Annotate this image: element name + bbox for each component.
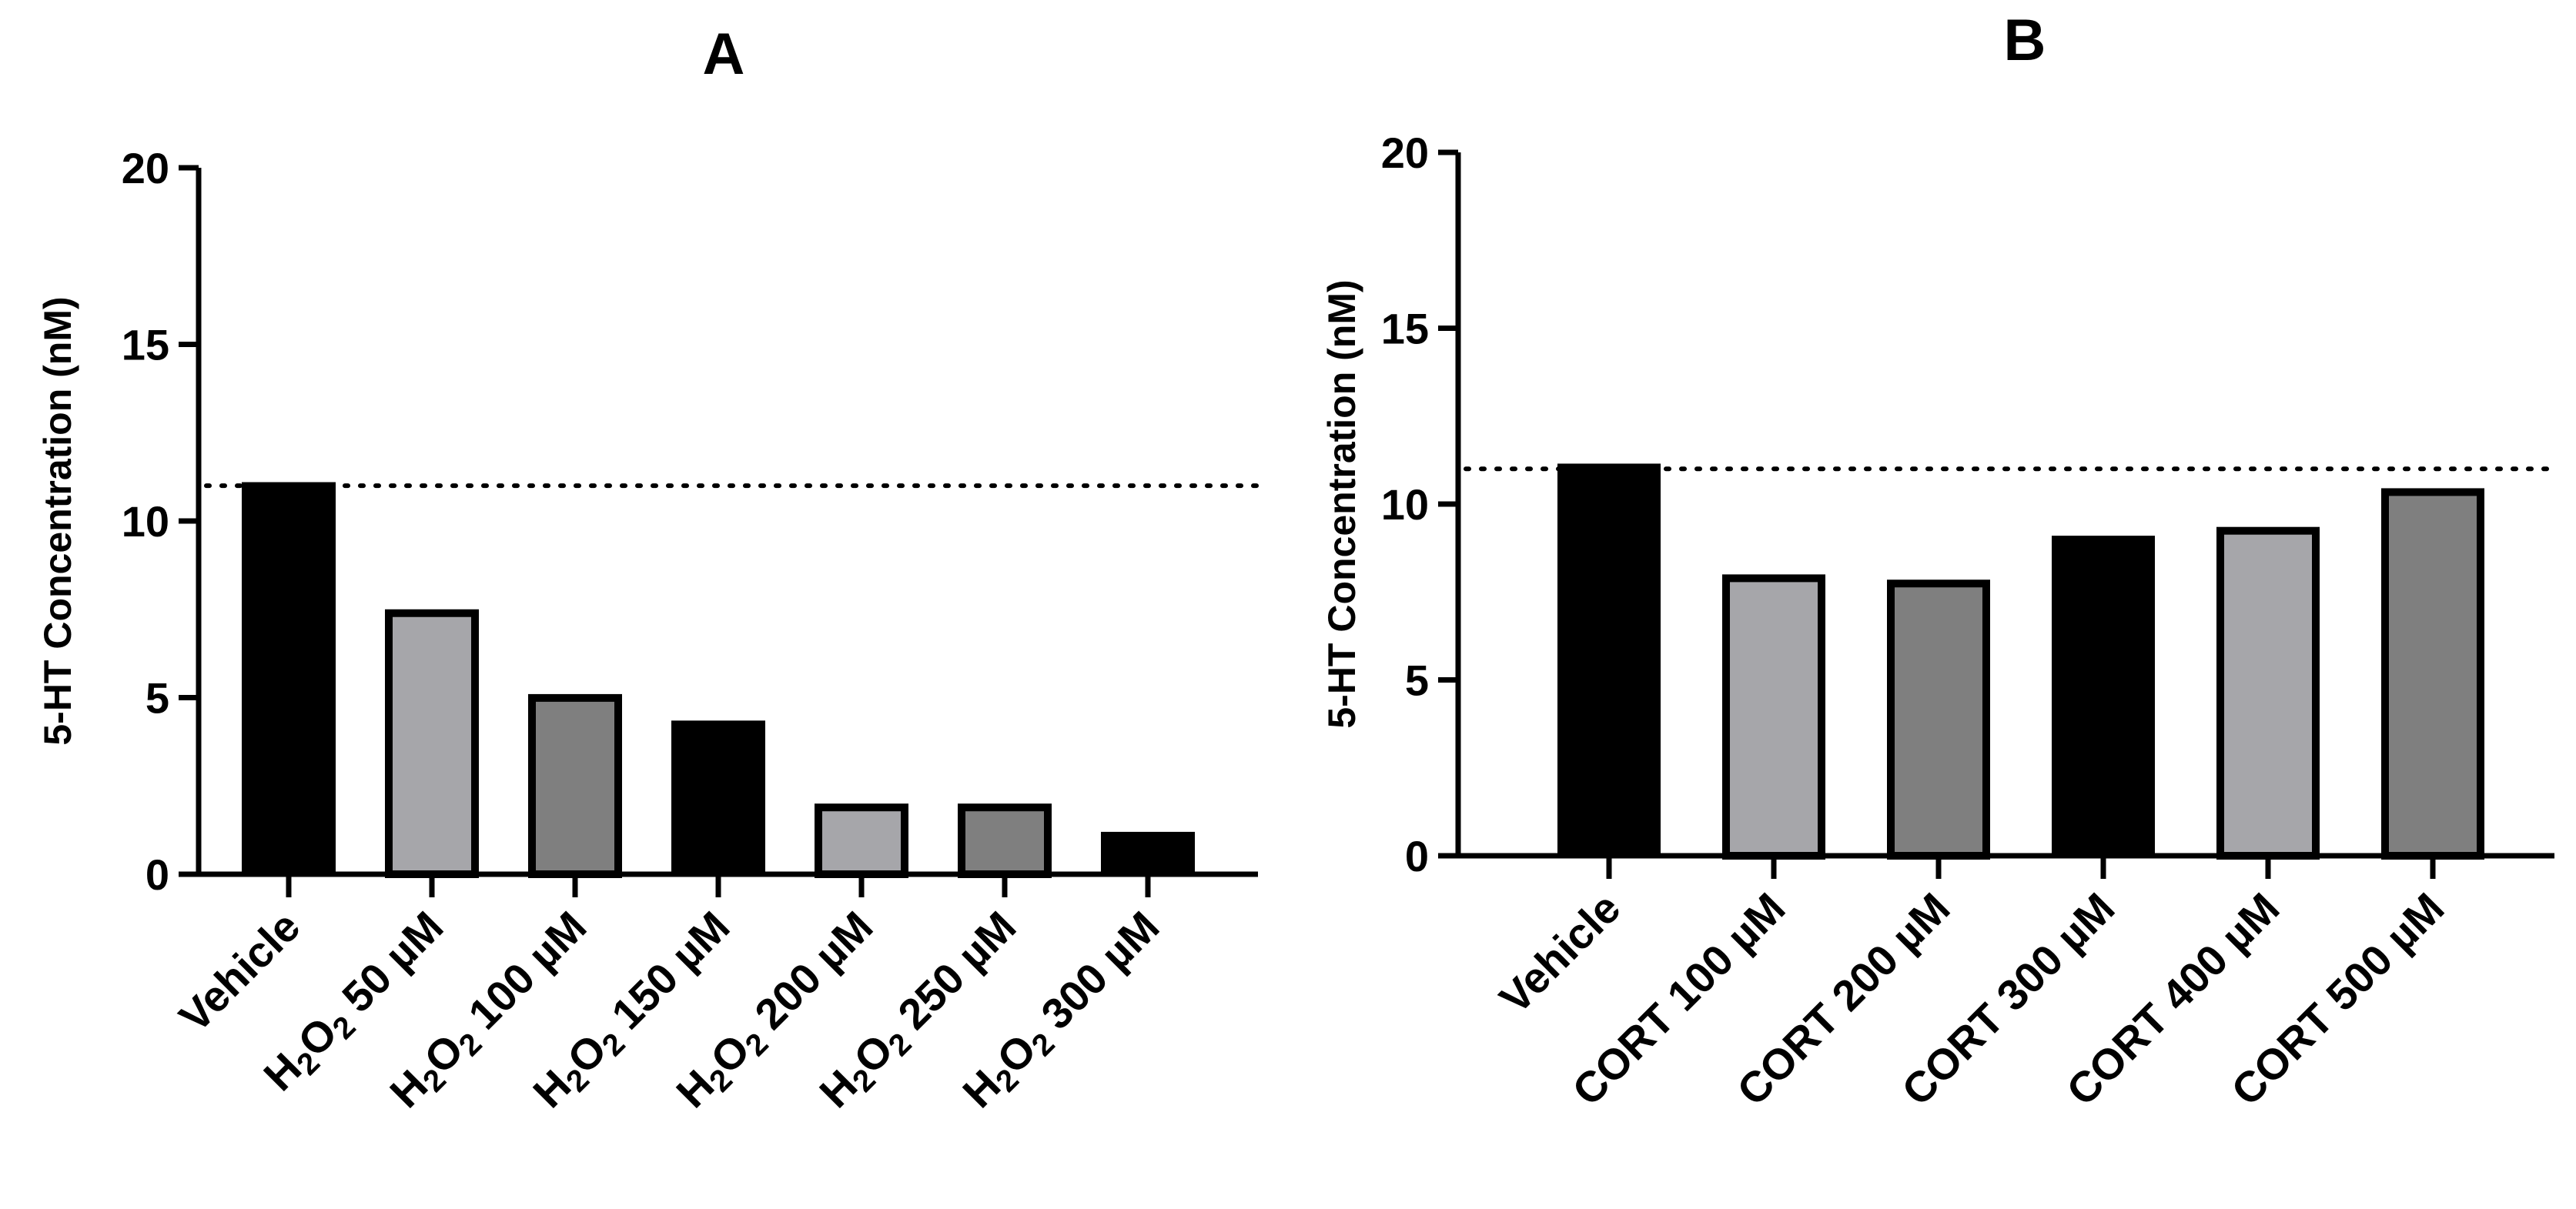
y-axis-label: 5-HT Concentration (nM) [36, 296, 79, 745]
y-tick-label: 10 [122, 497, 169, 546]
x-tick-label-text: 200 µM [737, 902, 882, 1047]
y-tick-label: 0 [1405, 832, 1429, 880]
x-tick-label-text: 250 µM [880, 902, 1025, 1047]
y-tick-label: 5 [1405, 656, 1429, 705]
y-tick-label: 15 [122, 321, 169, 369]
bar-2 [385, 609, 479, 878]
chart-title: B [2004, 8, 2046, 73]
x-tick-label-text: Vehicle [1490, 883, 1629, 1023]
bar-5 [815, 803, 908, 878]
chart-title: A [703, 22, 745, 87]
x-tick-label-text: 300 µM [1023, 902, 1168, 1047]
bar-1 [1557, 463, 1661, 856]
y-tick-label: 10 [1381, 480, 1429, 529]
bar-2 [1722, 574, 1825, 860]
y-tick-label: 0 [146, 850, 169, 899]
y-tick-label: 15 [1381, 305, 1429, 353]
bar-6 [958, 803, 1052, 878]
panel-a: A5-HT Concentration (nM)05101520VehicleH… [36, 22, 1260, 1117]
bar-1 [242, 482, 336, 874]
x-tick-label-text: 100 µM [450, 902, 595, 1047]
bar-5 [2216, 526, 2320, 860]
x-tick-label-text: Vehicle [169, 902, 309, 1041]
y-tick-label: 20 [122, 144, 169, 192]
y-axis-label: 5-HT Concentration (nM) [1320, 279, 1363, 728]
bar-4 [671, 720, 765, 874]
x-tick-label-text: 50 µM [324, 902, 452, 1030]
bar-4 [2052, 536, 2155, 856]
x-tick-label: Vehicle [1490, 883, 1629, 1023]
x-tick-label-text: 150 µM [594, 902, 738, 1047]
bar-7 [1101, 831, 1195, 874]
panel-b: B5-HT Concentration (nM)05101520VehicleC… [1320, 8, 2557, 1115]
bar-3 [528, 693, 622, 878]
y-tick-label: 20 [1381, 129, 1429, 177]
x-tick-label: Vehicle [169, 902, 309, 1041]
bar-6 [2381, 488, 2484, 860]
y-tick-label: 5 [146, 674, 169, 723]
bar-3 [1887, 579, 1990, 860]
